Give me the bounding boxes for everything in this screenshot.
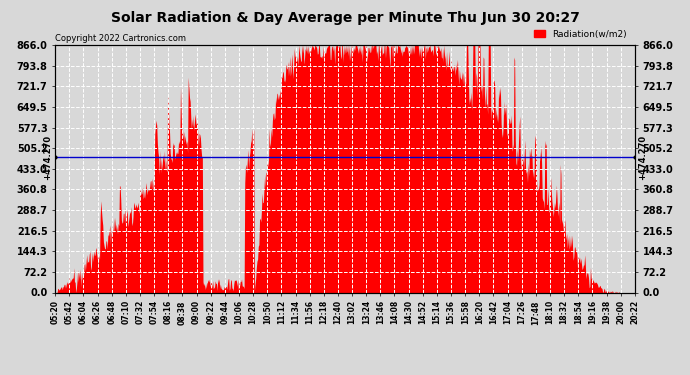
Text: Copyright 2022 Cartronics.com: Copyright 2022 Cartronics.com (55, 33, 186, 42)
Legend: Radiation(w/m2): Radiation(w/m2) (531, 26, 630, 42)
Text: +474.270: +474.270 (43, 134, 52, 180)
Text: Solar Radiation & Day Average per Minute Thu Jun 30 20:27: Solar Radiation & Day Average per Minute… (110, 11, 580, 25)
Text: +474.270: +474.270 (638, 134, 647, 180)
